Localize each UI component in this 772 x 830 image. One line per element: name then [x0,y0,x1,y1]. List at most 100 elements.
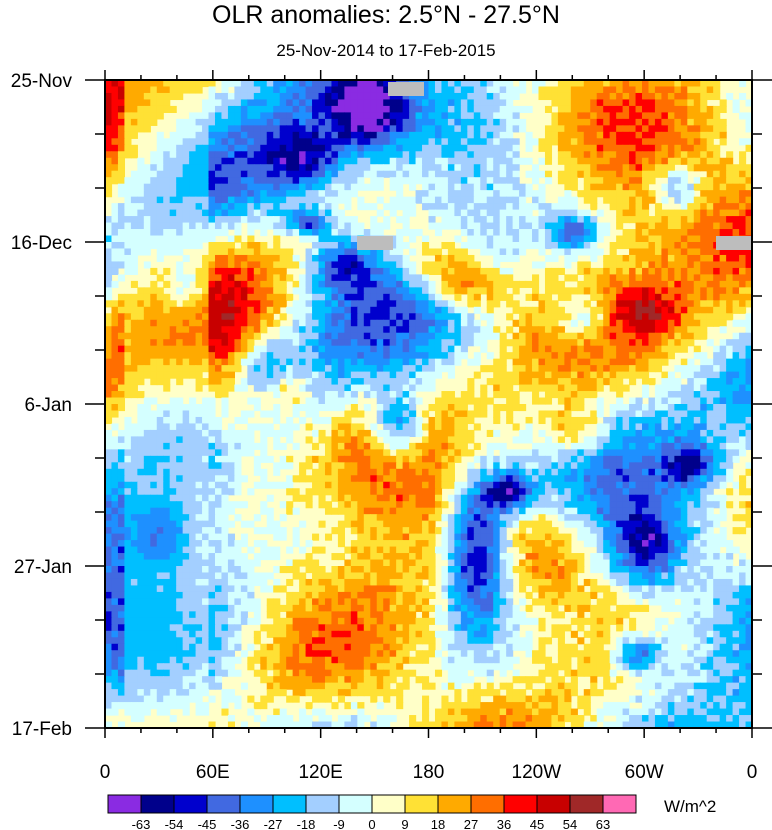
anomaly-cell [506,280,514,288]
anomaly-cell [176,80,184,88]
anomaly-cell [525,229,533,237]
anomaly-cell [247,254,255,263]
anomaly-cell [350,235,358,243]
anomaly-cell [105,300,113,308]
anomaly-cell [292,261,300,269]
anomaly-cell [700,248,708,256]
anomaly-cell [383,293,391,301]
anomaly-cell [661,86,669,94]
anomaly-cell [441,105,449,113]
anomaly-cell [143,242,151,250]
anomaly-cell [318,105,326,113]
anomaly-cell [189,371,197,379]
anomaly-cell [117,352,126,360]
anomaly-cell [635,92,643,101]
anomaly-cell [260,131,268,139]
anomaly-cell [635,274,643,282]
anomaly-cell [331,287,339,295]
anomaly-cell [227,384,235,392]
anomaly-cell [557,384,565,392]
anomaly-cell [480,267,488,275]
anomaly-cell [544,216,553,224]
anomaly-cell [292,332,300,340]
anomaly-cell [402,429,410,437]
anomaly-cell [189,313,197,321]
anomaly-cell [117,371,126,379]
anomaly-cell [227,196,235,204]
anomaly-cell [344,177,352,185]
anomaly-cell [150,319,158,327]
anomaly-cell [609,416,617,425]
anomaly-cell [512,112,520,120]
anomaly-cell [629,442,637,450]
anomaly-cell [713,80,721,88]
anomaly-cell [117,378,126,386]
anomaly-cell [214,131,223,139]
anomaly-cell [415,196,423,204]
anomaly-cell [447,144,455,152]
anomaly-cell [337,436,345,444]
anomaly-cell [460,313,468,321]
anomaly-cell [260,92,268,101]
anomaly-cell [499,274,507,282]
anomaly-cell [266,352,274,360]
anomaly-cell [415,293,423,301]
anomaly-cell [447,118,455,126]
anomaly-cell [124,131,132,139]
anomaly-cell [447,404,455,412]
anomaly-cell [376,371,384,379]
anomaly-cell [654,300,663,308]
anomaly-cell [156,429,164,437]
anomaly-cell [603,365,611,373]
anomaly-cell [350,313,358,321]
anomaly-cell [124,92,132,101]
anomaly-cell [596,442,604,450]
anomaly-cell [693,449,701,457]
anomaly-cell [324,261,333,269]
anomaly-cell [447,151,455,159]
anomaly-cell [480,365,488,373]
anomaly-cell [195,319,203,327]
anomaly-cell [635,423,643,431]
anomaly-cell [150,300,158,308]
anomaly-cell [460,306,468,314]
anomaly-cell [221,254,229,263]
anomaly-cell [344,170,352,178]
anomaly-cell [577,118,585,126]
anomaly-cell [137,99,145,107]
anomaly-cell [609,118,617,126]
anomaly-cell [350,280,358,288]
anomaly-cell [312,183,320,191]
anomaly-cell [208,378,216,386]
anomaly-cell [680,112,688,120]
anomaly-cell [460,151,468,159]
anomaly-cell [713,144,721,152]
anomaly-cell [260,319,268,327]
anomaly-cell [337,183,345,191]
anomaly-cell [577,190,585,198]
anomaly-cell [564,183,572,191]
anomaly-cell [557,170,565,178]
anomaly-cell [506,131,514,139]
anomaly-cell [687,436,695,444]
anomaly-cell [661,280,669,288]
anomaly-cell [137,313,145,321]
anomaly-cell [557,138,565,146]
anomaly-cell [434,267,443,275]
anomaly-cell [286,436,294,444]
anomaly-cell [415,138,423,146]
anomaly-cell [389,99,397,107]
anomaly-cell [150,442,158,450]
anomaly-cell [441,125,449,133]
anomaly-cell [305,287,313,295]
anomaly-cell [227,242,235,250]
anomaly-cell [596,319,604,327]
anomaly-cell [616,177,624,185]
anomaly-cell [570,183,578,191]
anomaly-cell [182,222,190,230]
anomaly-cell [726,429,734,437]
anomaly-cell [299,203,307,211]
anomaly-cell [603,371,611,379]
anomaly-cell [667,313,675,321]
anomaly-cell [422,326,430,334]
